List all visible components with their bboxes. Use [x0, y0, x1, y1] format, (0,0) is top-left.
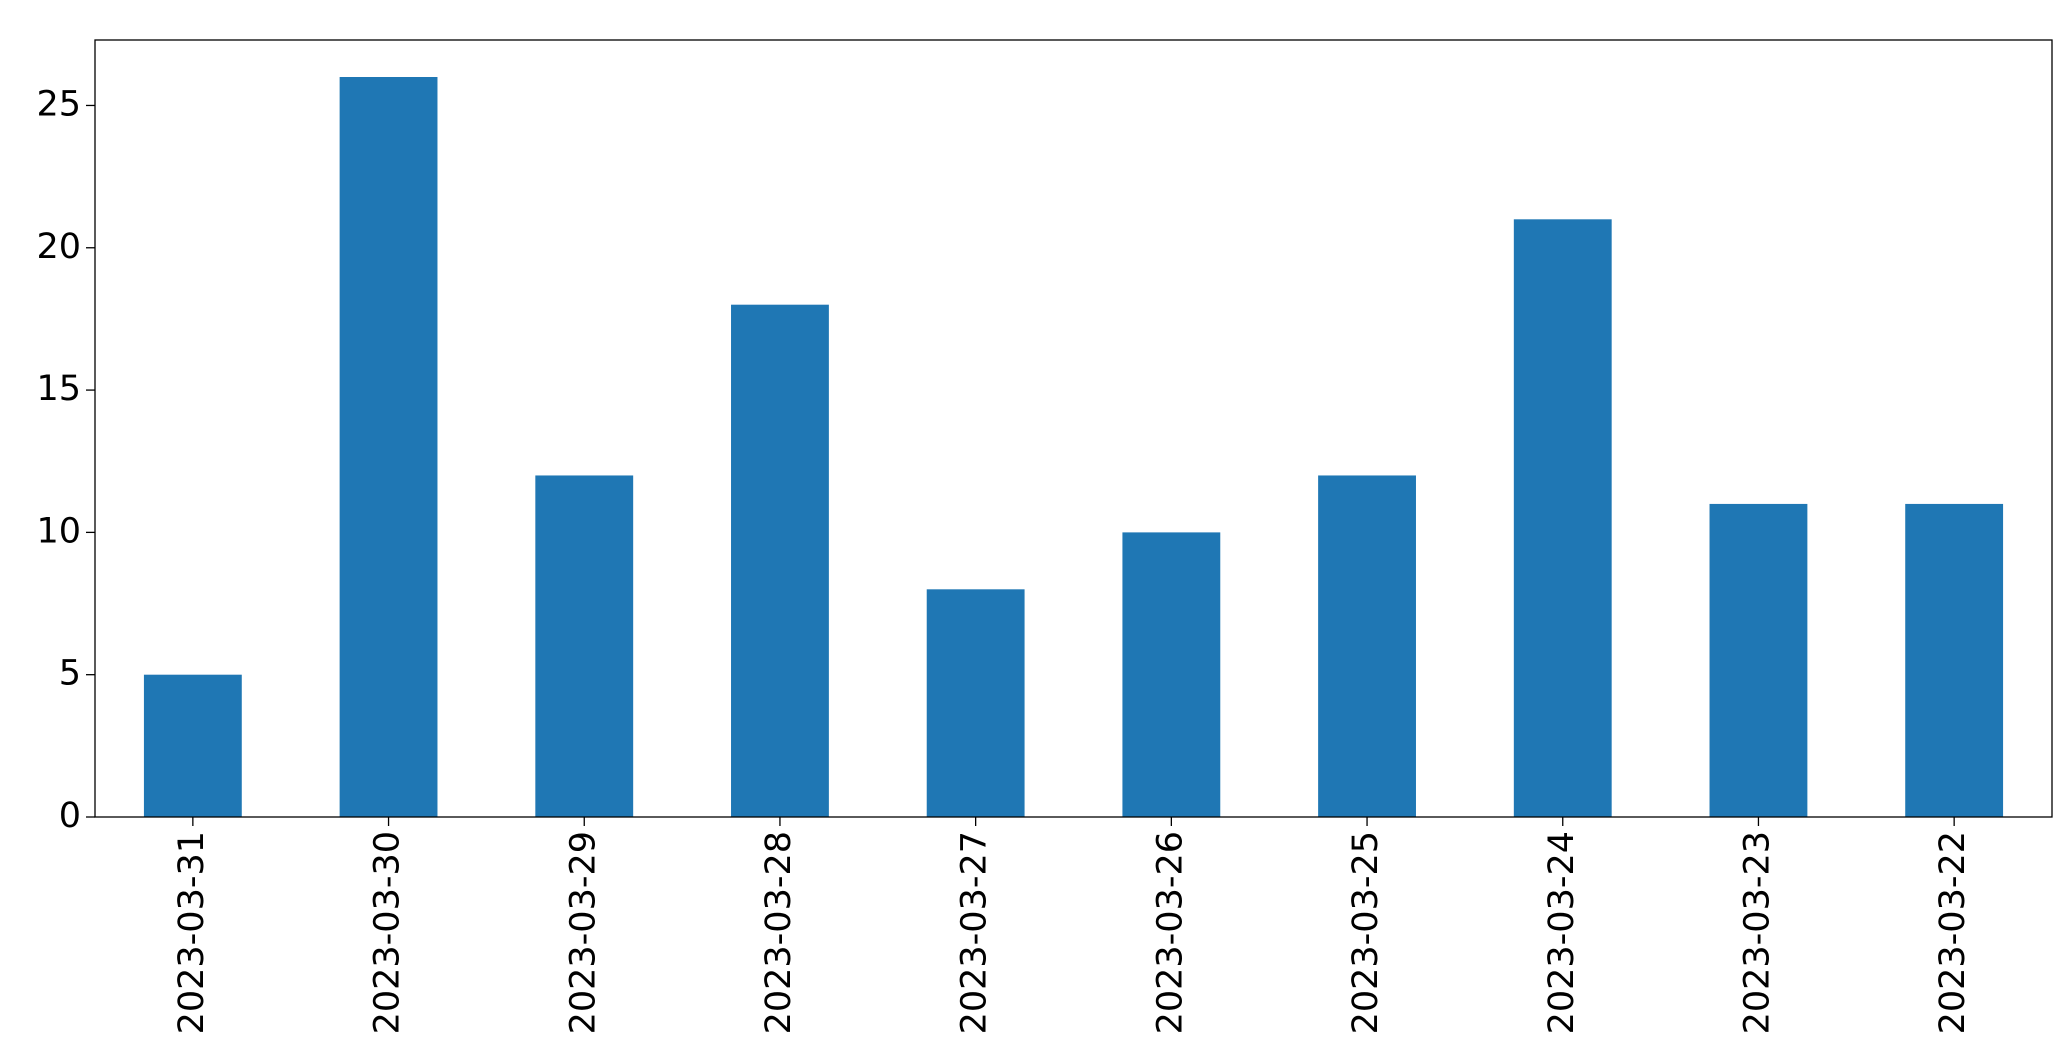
bar — [339, 77, 438, 817]
bar — [1513, 219, 1612, 818]
bar — [143, 674, 242, 817]
x-tick-label: 2023-03-31 — [172, 831, 212, 1034]
x-tick-label: 2023-03-22 — [1933, 831, 1973, 1034]
bar — [535, 475, 634, 817]
y-tick-label: 0 — [59, 796, 81, 836]
y-tick-label: 25 — [36, 84, 81, 124]
plot-frame — [94, 39, 2053, 818]
bar — [1318, 475, 1416, 817]
y-tick-label: 10 — [36, 511, 81, 551]
x-tick-label: 2023-03-30 — [368, 831, 408, 1034]
x-tick-label: 2023-03-24 — [1542, 831, 1582, 1034]
x-tick-label: 2023-03-29 — [563, 831, 603, 1034]
x-tick-label: 2023-03-23 — [1737, 831, 1777, 1034]
y-tick-label: 20 — [36, 227, 81, 267]
bar — [1709, 503, 1808, 817]
bar — [1905, 503, 2004, 817]
x-tick-label: 2023-03-25 — [1346, 831, 1386, 1034]
x-tick-label: 2023-03-27 — [955, 831, 995, 1034]
bar — [926, 589, 1025, 817]
x-tick-label: 2023-03-26 — [1150, 831, 1190, 1034]
bar — [1122, 532, 1221, 817]
bar — [731, 304, 829, 817]
y-tick-label: 15 — [36, 369, 81, 409]
y-tick-label: 5 — [59, 654, 81, 694]
x-tick-label: 2023-03-28 — [759, 831, 799, 1034]
